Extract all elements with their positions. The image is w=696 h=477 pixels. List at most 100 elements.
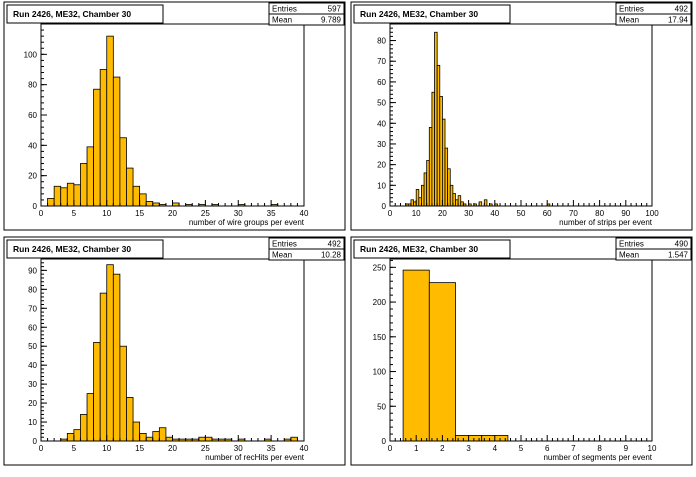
y-tick-label: 100 bbox=[24, 50, 38, 59]
x-tick-label: 4 bbox=[493, 444, 498, 453]
y-tick-label: 30 bbox=[377, 140, 386, 149]
x-tick-label: 2 bbox=[440, 444, 445, 453]
x-axis-label: number of segments per event bbox=[543, 453, 652, 462]
y-tick-label: 150 bbox=[373, 333, 387, 342]
x-tick-label: 35 bbox=[267, 209, 276, 218]
histogram-bar bbox=[106, 35, 114, 207]
x-tick-label: 25 bbox=[201, 209, 210, 218]
histogram-bar bbox=[99, 292, 108, 442]
stats-mean-value: 9.789 bbox=[321, 16, 342, 25]
x-axis-label: number of strips per event bbox=[559, 218, 653, 227]
x-tick-label: 0 bbox=[388, 444, 393, 453]
x-tick-label: 0 bbox=[388, 209, 393, 218]
x-tick-label: 5 bbox=[519, 444, 524, 453]
x-tick-label: 6 bbox=[545, 444, 550, 453]
y-tick-label: 80 bbox=[28, 285, 37, 294]
stats-entries-label: Entries bbox=[272, 240, 297, 249]
stats-mean-label: Mean bbox=[272, 251, 292, 260]
histogram-bar bbox=[126, 167, 134, 207]
x-axis-label: number of wire groups per event bbox=[189, 218, 305, 227]
y-tick-label: 70 bbox=[377, 57, 386, 66]
y-tick-label: 50 bbox=[28, 342, 37, 351]
histogram-bar bbox=[93, 342, 101, 442]
y-tick-label: 60 bbox=[28, 111, 37, 120]
histogram-bars bbox=[60, 264, 298, 442]
x-tick-label: 20 bbox=[168, 209, 177, 218]
histogram-bar bbox=[158, 427, 167, 442]
x-tick-label: 60 bbox=[543, 209, 552, 218]
x-tick-label: 8 bbox=[597, 444, 602, 453]
histogram-bar bbox=[99, 69, 108, 207]
chart-title: Run 2426, ME32, Chamber 30 bbox=[13, 244, 131, 254]
stats-entries-value: 492 bbox=[328, 240, 342, 249]
histogram-bar bbox=[139, 193, 147, 207]
y-tick-label: 0 bbox=[382, 202, 387, 211]
histogram-bar bbox=[119, 137, 127, 207]
x-tick-label: 0 bbox=[39, 209, 44, 218]
x-tick-label: 100 bbox=[645, 209, 659, 218]
y-tick-label: 10 bbox=[377, 181, 386, 190]
y-tick-label: 50 bbox=[377, 99, 386, 108]
y-tick-label: 0 bbox=[382, 437, 387, 446]
stats-mean-value: 17.94 bbox=[668, 16, 689, 25]
title-box bbox=[6, 4, 164, 24]
y-tick-label: 50 bbox=[377, 402, 386, 411]
stats-entries-value: 597 bbox=[328, 5, 342, 14]
stats-entries-label: Entries bbox=[619, 5, 644, 14]
x-tick-label: 10 bbox=[102, 209, 111, 218]
histogram-bar bbox=[93, 88, 101, 207]
x-tick-label: 40 bbox=[490, 209, 499, 218]
x-tick-label: 40 bbox=[300, 444, 309, 453]
y-tick-label: 80 bbox=[377, 37, 386, 46]
histogram-bar bbox=[152, 431, 160, 442]
y-tick-label: 70 bbox=[28, 304, 37, 313]
histogram-panel-3: 0 5 10 15 20 25 30 35 40 0 10 20 30 40 50 60 70 80 90 numbe… bbox=[3, 236, 346, 466]
y-tick-label: 20 bbox=[377, 161, 386, 170]
title-box bbox=[353, 239, 511, 259]
x-axis-label: number of recHits per event bbox=[205, 453, 304, 462]
histogram-bar bbox=[204, 436, 213, 442]
stats-mean-value: 10.28 bbox=[321, 251, 342, 260]
x-tick-label: 40 bbox=[300, 209, 309, 218]
y-tick-label: 90 bbox=[28, 266, 37, 275]
stats-mean-value: 1.547 bbox=[668, 251, 689, 260]
x-tick-label: 15 bbox=[135, 444, 144, 453]
histogram-bar bbox=[66, 182, 75, 207]
x-tick-label: 80 bbox=[595, 209, 604, 218]
x-tick-label: 9 bbox=[624, 444, 629, 453]
x-tick-label: 30 bbox=[464, 209, 473, 218]
x-tick-label: 3 bbox=[466, 444, 471, 453]
y-tick-label: 20 bbox=[28, 172, 37, 181]
histogram-bars bbox=[47, 35, 279, 207]
x-tick-label: 20 bbox=[168, 444, 177, 453]
y-tick-label: 40 bbox=[28, 141, 37, 150]
x-tick-label: 5 bbox=[72, 444, 77, 453]
histogram-bar bbox=[126, 396, 134, 442]
stats-entries-value: 492 bbox=[675, 5, 689, 14]
histogram-bar bbox=[145, 201, 154, 207]
histogram-bar bbox=[428, 282, 456, 442]
x-tick-label: 1 bbox=[414, 444, 419, 453]
y-tick-label: 10 bbox=[28, 418, 37, 427]
y-tick-label: 100 bbox=[373, 368, 387, 377]
histogram-bar bbox=[132, 421, 141, 442]
y-tick-label: 80 bbox=[28, 81, 37, 90]
histogram-bar bbox=[139, 433, 147, 442]
histogram-bars bbox=[402, 269, 509, 442]
histogram-bar bbox=[60, 187, 68, 207]
histogram-bar bbox=[290, 436, 298, 442]
histogram-bar bbox=[112, 76, 121, 207]
histogram-bar bbox=[66, 433, 75, 442]
histogram-bar bbox=[80, 163, 88, 207]
histogram-bar bbox=[145, 436, 154, 442]
y-tick-label: 20 bbox=[28, 399, 37, 408]
x-tick-label: 30 bbox=[234, 209, 243, 218]
histogram-bar bbox=[80, 414, 88, 442]
histogram-bar bbox=[106, 264, 114, 442]
histogram-bar bbox=[73, 429, 81, 442]
chart-title: Run 2426, ME32, Chamber 30 bbox=[360, 9, 478, 19]
y-tick-label: 0 bbox=[33, 202, 38, 211]
x-tick-label: 0 bbox=[39, 444, 44, 453]
y-tick-label: 30 bbox=[28, 380, 37, 389]
stats-mean-label: Mean bbox=[619, 251, 639, 260]
